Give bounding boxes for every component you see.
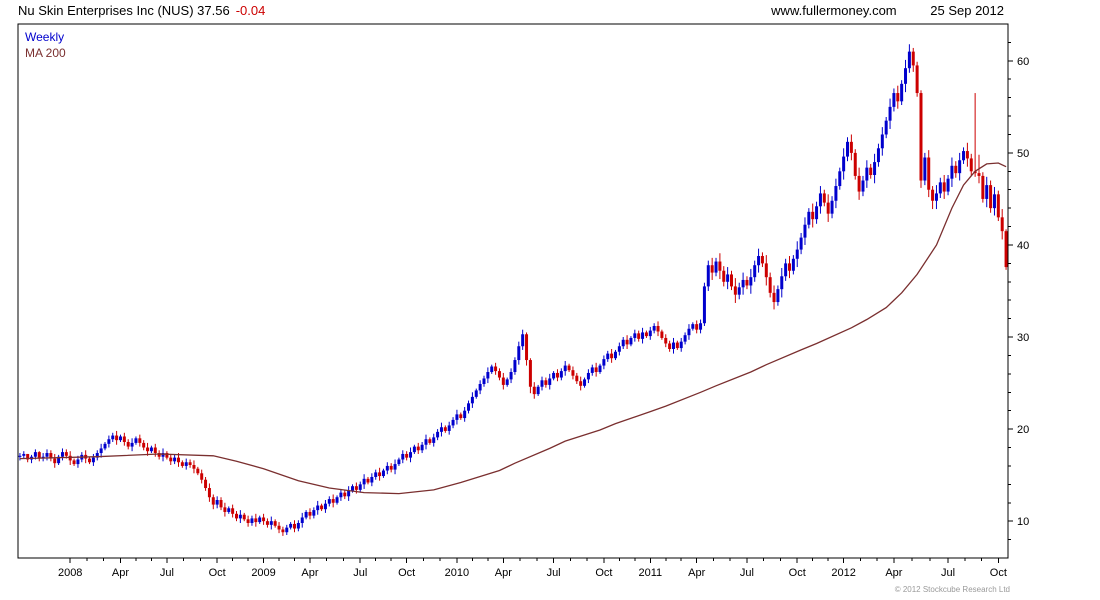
svg-text:2009: 2009	[251, 567, 275, 579]
chart-header: Nu Skin Enterprises Inc (NUS) 37.56 -0.04…	[0, 3, 1100, 19]
legend-series-label: Weekly	[25, 30, 65, 44]
svg-text:50: 50	[1017, 148, 1029, 160]
price-change: -0.04	[235, 3, 266, 18]
candles-layer	[18, 44, 1008, 536]
svg-text:2011: 2011	[638, 567, 662, 579]
svg-text:2010: 2010	[445, 567, 469, 579]
plot-border	[17, 23, 1009, 559]
instrument-title: Nu Skin Enterprises Inc (NUS) 37.56 -0.04	[18, 3, 265, 19]
svg-text:2012: 2012	[831, 567, 855, 579]
copyright-text: © 2012 Stockcube Research Ltd	[894, 585, 1010, 594]
svg-text:Apr: Apr	[495, 567, 512, 579]
svg-text:Jul: Jul	[160, 567, 174, 579]
svg-text:Jul: Jul	[740, 567, 754, 579]
svg-text:Jul: Jul	[547, 567, 561, 579]
legend-ma-label: MA 200	[25, 46, 66, 60]
svg-text:60: 60	[1017, 56, 1029, 68]
svg-text:Apr: Apr	[688, 567, 705, 579]
date-text: 25 Sep 2012	[930, 3, 1004, 18]
chart-legend: Weekly MA 200	[25, 29, 66, 61]
site-text: www.fullermoney.com	[771, 3, 897, 18]
svg-text:40: 40	[1017, 240, 1029, 252]
svg-text:Oct: Oct	[990, 567, 1007, 579]
svg-text:20: 20	[1017, 424, 1029, 436]
svg-text:Apr: Apr	[885, 567, 902, 579]
svg-text:Oct: Oct	[595, 567, 612, 579]
svg-text:Oct: Oct	[398, 567, 415, 579]
svg-text:Apr: Apr	[112, 567, 129, 579]
x-axis: 2008 Apr Jul Oct 2009 Apr Jul Oct 2010 Apr Jul Oct 2…	[58, 558, 1007, 579]
y-axis: 10 20 30 40 50 60	[1008, 41, 1029, 541]
svg-text:Oct: Oct	[209, 567, 226, 579]
svg-text:Oct: Oct	[789, 567, 806, 579]
svg-text:Apr: Apr	[301, 567, 318, 579]
svg-text:10: 10	[1017, 516, 1029, 528]
svg-text:Jul: Jul	[353, 567, 367, 579]
svg-text:30: 30	[1017, 332, 1029, 344]
title-text: Nu Skin Enterprises Inc (NUS) 37.56	[18, 3, 230, 18]
header-right: www.fullermoney.com 25 Sep 2012	[771, 3, 1004, 19]
ma-200-line	[19, 162, 1007, 495]
svg-text:Jul: Jul	[941, 567, 955, 579]
svg-text:2008: 2008	[58, 567, 82, 579]
